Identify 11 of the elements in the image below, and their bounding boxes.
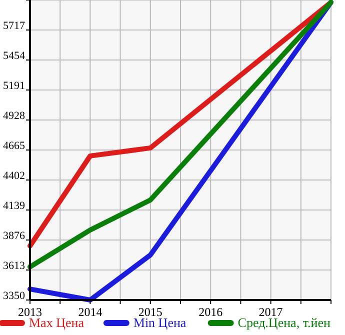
y-tick-label: 4665: [3, 140, 26, 152]
y-tick-label: 3613: [3, 260, 26, 272]
y-tick-label: 4928: [3, 110, 26, 122]
y-tick-label: 5717: [3, 20, 26, 32]
y-tick-label: 3876: [3, 230, 26, 242]
y-tick-label: 5454: [3, 50, 26, 62]
x-tick-label: 2016: [198, 305, 223, 319]
y-tick-label: 5191: [3, 80, 25, 92]
y-tick-label: 3350: [3, 290, 26, 302]
y-tick-label: 4139: [3, 200, 26, 212]
y-tick-label: 4402: [3, 170, 25, 182]
